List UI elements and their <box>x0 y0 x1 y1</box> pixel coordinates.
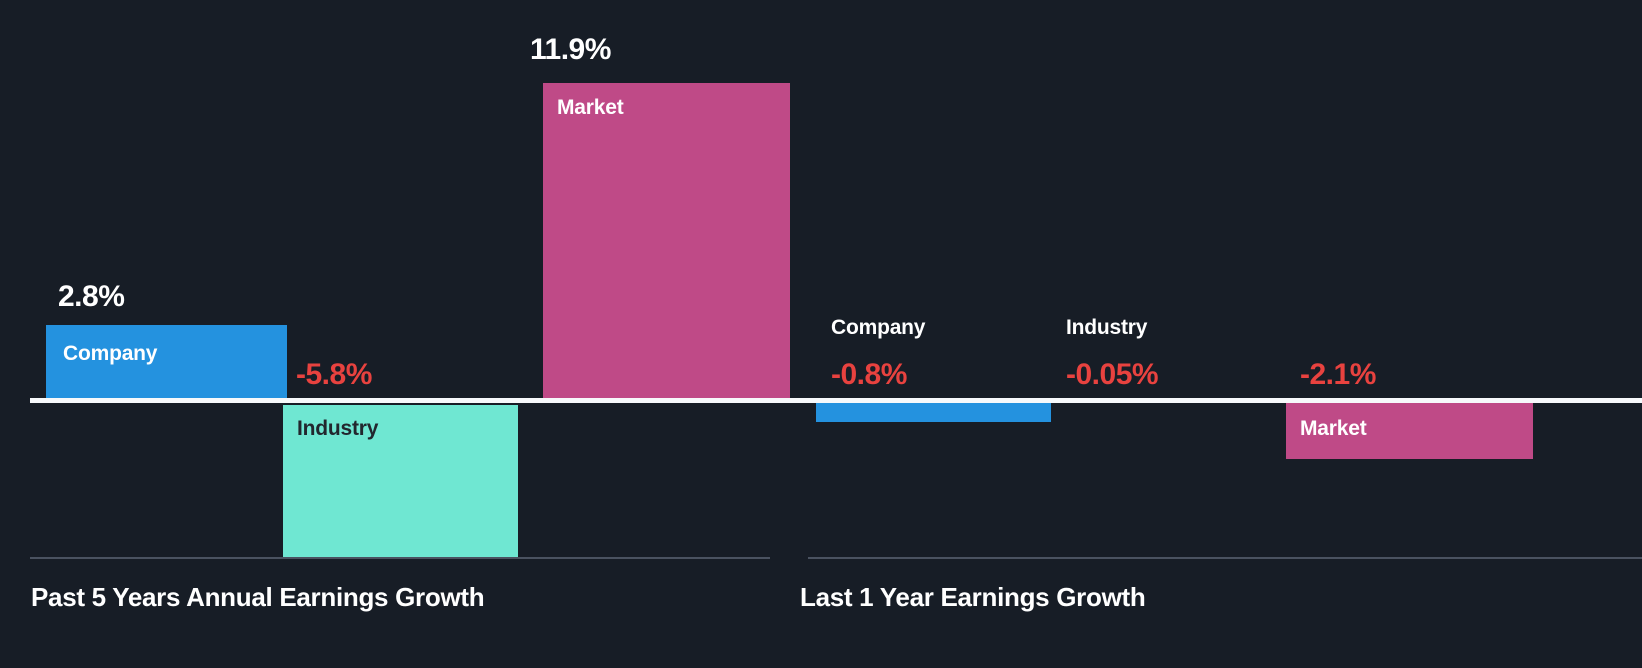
bar-label-industry-last1y: Industry <box>1066 316 1148 339</box>
bar-company-last1y[interactable] <box>816 400 1051 422</box>
value-industry-past5y: -5.8% <box>296 358 372 391</box>
bar-market-past5y[interactable]: Market <box>543 83 790 400</box>
axis-baseline-past5y <box>30 557 770 559</box>
bar-label-market-last1y: Market <box>1300 417 1367 440</box>
bar-label-company-past5y: Company <box>63 342 158 365</box>
last-1-year-chart-panel: Company -0.8% Industry -0.05% -2.1% Mark… <box>800 0 1642 668</box>
past-5-years-chart-panel: Market 11.9% Company 2.8% Industry -5.8%… <box>0 0 808 668</box>
value-market-past5y: 11.9% <box>530 33 611 66</box>
bar-label-company-last1y: Company <box>831 316 926 339</box>
bar-label-market-past5y: Market <box>557 96 624 119</box>
axis-baseline-last1y <box>808 557 1642 559</box>
bar-label-industry-past5y: Industry <box>297 417 379 440</box>
chart-title-last1y: Last 1 Year Earnings Growth <box>800 582 1146 612</box>
value-company-last1y: -0.8% <box>831 358 907 391</box>
value-industry-last1y: -0.05% <box>1066 358 1159 391</box>
bar-company-past5y[interactable]: Company <box>46 325 287 400</box>
zero-line-past5y <box>30 398 808 403</box>
value-market-last1y: -2.1% <box>1300 358 1376 391</box>
zero-line-last1y <box>808 398 1642 403</box>
value-company-past5y: 2.8% <box>58 280 125 313</box>
bar-market-last1y[interactable]: Market <box>1286 403 1533 459</box>
chart-title-past5y: Past 5 Years Annual Earnings Growth <box>31 582 485 612</box>
bar-industry-past5y[interactable]: Industry <box>283 405 518 557</box>
